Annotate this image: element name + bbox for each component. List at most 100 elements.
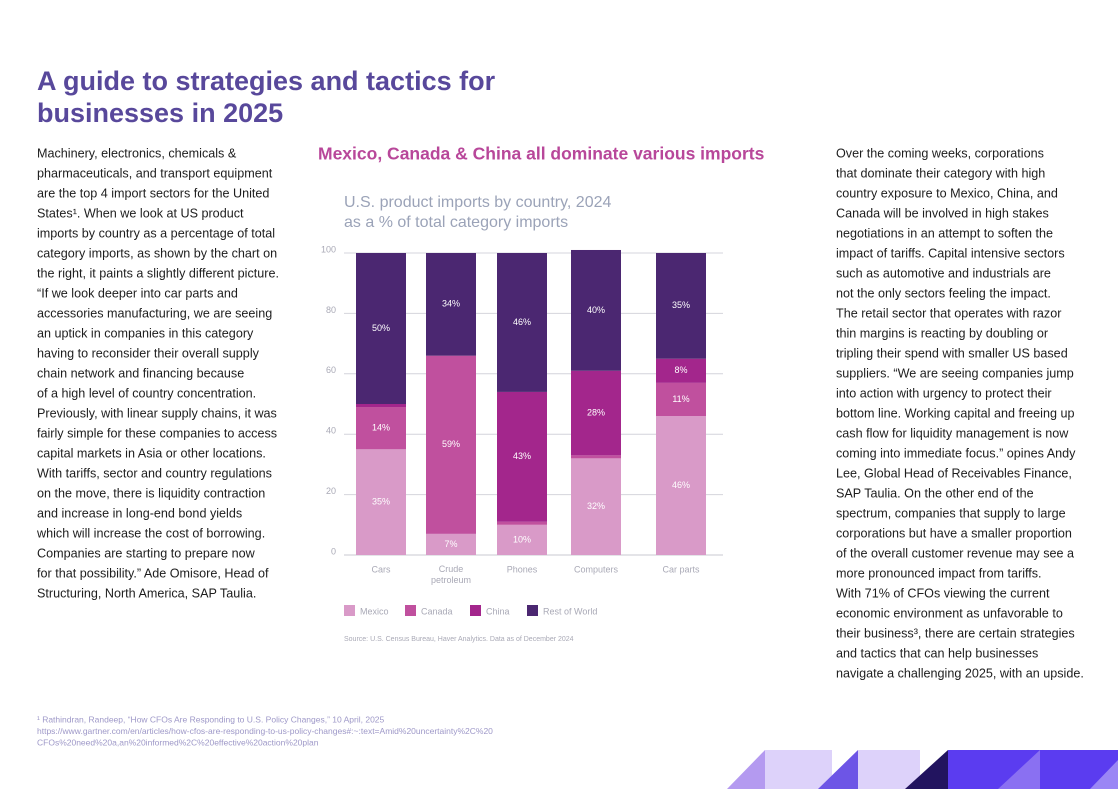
body-line: Structuring, North America, SAP Taulia. (37, 586, 256, 600)
body-line: economic environment as unfavorable to (836, 606, 1063, 620)
body-line: pharmaceuticals, and transport equipment (37, 166, 273, 180)
body-line: having to reconsider their overall suppl… (37, 346, 260, 360)
body-line: country exposure to Mexico, China, and (836, 186, 1058, 200)
legend-swatch (527, 605, 538, 616)
value-label: 11% (672, 394, 689, 404)
body-line: Machinery, electronics, chemicals & (37, 146, 237, 160)
bar-segment (426, 253, 476, 356)
legend-label: Rest of World (543, 606, 597, 616)
bar-segment (497, 521, 547, 525)
body-line: capital markets in Asia or other locatio… (37, 446, 266, 460)
chart-subtitle: as a % of total category imports (344, 214, 568, 231)
y-tick-label: 0 (331, 546, 336, 556)
body-line: of a high level of country concentration… (37, 386, 256, 400)
body-line: chain network and financing because (37, 366, 244, 380)
legend-label: Mexico (360, 606, 389, 616)
x-tick-label: Crude petroleum (431, 564, 471, 585)
body-line: an uptick in companies in this category (37, 326, 254, 340)
body-line: for that possibility.” Ade Omisore, Head… (37, 566, 269, 580)
body-line: impact of tariffs. Capital intensive sec… (836, 246, 1065, 260)
chart-title: Mexico, Canada & China all dominate vari… (318, 144, 765, 164)
body-line: With tariffs, sector and country regulat… (37, 466, 272, 480)
value-label: 32% (587, 501, 605, 511)
bar-segment (426, 533, 476, 555)
footnote-line: CFOs%20need%20a,an%20informed%2C%20effec… (37, 737, 319, 747)
bar-segment (356, 253, 406, 404)
bar-segment (356, 449, 406, 555)
body-line: which will increase the cost of borrowin… (36, 526, 265, 540)
value-label: 7% (444, 539, 457, 549)
body-line: The retail sector that operates with raz… (836, 306, 1061, 320)
title-line: A guide to strategies and tactics for (37, 66, 496, 96)
x-tick-label: Cars (371, 564, 391, 574)
value-label: 50% (372, 323, 390, 333)
chart-subtitle: U.S. product imports by country, 2024 (344, 194, 611, 211)
value-label: 46% (513, 317, 531, 327)
body-line: that dominate their category with high (836, 166, 1045, 180)
legend-label: China (486, 606, 510, 616)
bar-segment (497, 253, 547, 392)
body-line: on the move, there is liquidity contract… (37, 486, 265, 500)
title-line: businesses in 2025 (37, 98, 283, 128)
footnote-line: https://www.gartner.com/en/articles/how-… (37, 726, 493, 736)
value-label: 14% (372, 423, 390, 433)
body-line: coming into immediate focus.” opines And… (836, 446, 1076, 460)
body-line: and tactics that can help businesses (836, 646, 1038, 660)
body-line: into action with urgency to protect thei… (836, 386, 1052, 400)
body-line: Companies are starting to prepare now (37, 546, 256, 560)
body-line: SAP Taulia. On the other end of the (836, 486, 1034, 500)
body-line: navigate a challenging 2025, with an ups… (836, 666, 1084, 680)
body-line: Lee, Global Head of Receivables Finance, (836, 466, 1072, 480)
body-line: spectrum, companies that supply to large (836, 506, 1066, 520)
value-label: 43% (513, 451, 531, 461)
legend-label: Canada (421, 606, 453, 616)
y-tick-label: 40 (326, 426, 336, 436)
body-line: “If we look deeper into car parts and (37, 286, 238, 300)
bar-segment (426, 355, 476, 534)
value-label: 59% (442, 439, 460, 449)
bar-segment (656, 416, 706, 555)
bar-segment (571, 458, 621, 555)
body-line: Previously, with linear supply chains, i… (37, 406, 277, 420)
body-line: imports by country as a percentage of to… (37, 226, 275, 240)
body-line: such as automotive and industrials are (836, 266, 1051, 280)
value-label: 46% (672, 480, 690, 490)
body-line: Over the coming weeks, corporations (836, 146, 1044, 160)
body-line: are the top 4 import sectors for the Uni… (37, 186, 269, 200)
x-tick-label: Phones (507, 564, 538, 574)
bar-segment (656, 382, 706, 417)
legend-swatch (344, 605, 355, 616)
y-tick-label: 60 (326, 365, 336, 375)
legend-swatch (470, 605, 481, 616)
y-tick-label: 80 (326, 305, 336, 315)
body-line: thin margins is reacting by doubling or (836, 326, 1048, 340)
body-line: the right, it paints a slightly differen… (37, 266, 279, 280)
bar-segment (656, 358, 706, 383)
value-label: 10% (513, 534, 531, 544)
body-line: more pronounced impact from tariffs. (836, 566, 1042, 580)
chart-source: Source: U.S. Census Bureau, Haver Analyt… (344, 636, 574, 643)
body-line: category imports, as shown by the chart … (37, 246, 277, 260)
body-line: Canada will be involved in high stakes (836, 206, 1049, 220)
value-label: 8% (674, 365, 687, 375)
body-line: fairly simple for these companies to acc… (37, 426, 277, 440)
body-line: their business³, there are certain strat… (836, 626, 1075, 640)
y-tick-label: 20 (326, 486, 336, 496)
body-line: States¹. When we look at US product (37, 206, 244, 220)
value-label: 35% (672, 300, 690, 310)
bar-segment (356, 407, 406, 450)
value-label: 34% (442, 299, 460, 309)
bar-segment (356, 404, 406, 408)
body-line: suppliers. “We are seeing companies jump (836, 366, 1074, 380)
body-line: tripling their spend with smaller US bas… (836, 346, 1068, 360)
value-label: 28% (587, 407, 605, 417)
bar-segment (571, 455, 621, 459)
bar-segment (656, 253, 706, 359)
body-line: cash flow for liquidity management is no… (836, 426, 1069, 440)
value-label: 40% (587, 305, 605, 315)
body-line: corporations but have a smaller proporti… (836, 526, 1072, 540)
body-line: With 71% of CFOs viewing the current (836, 586, 1050, 600)
body-line: bottom line. Working capital and freeing… (836, 406, 1075, 420)
bar-segment (497, 524, 547, 555)
